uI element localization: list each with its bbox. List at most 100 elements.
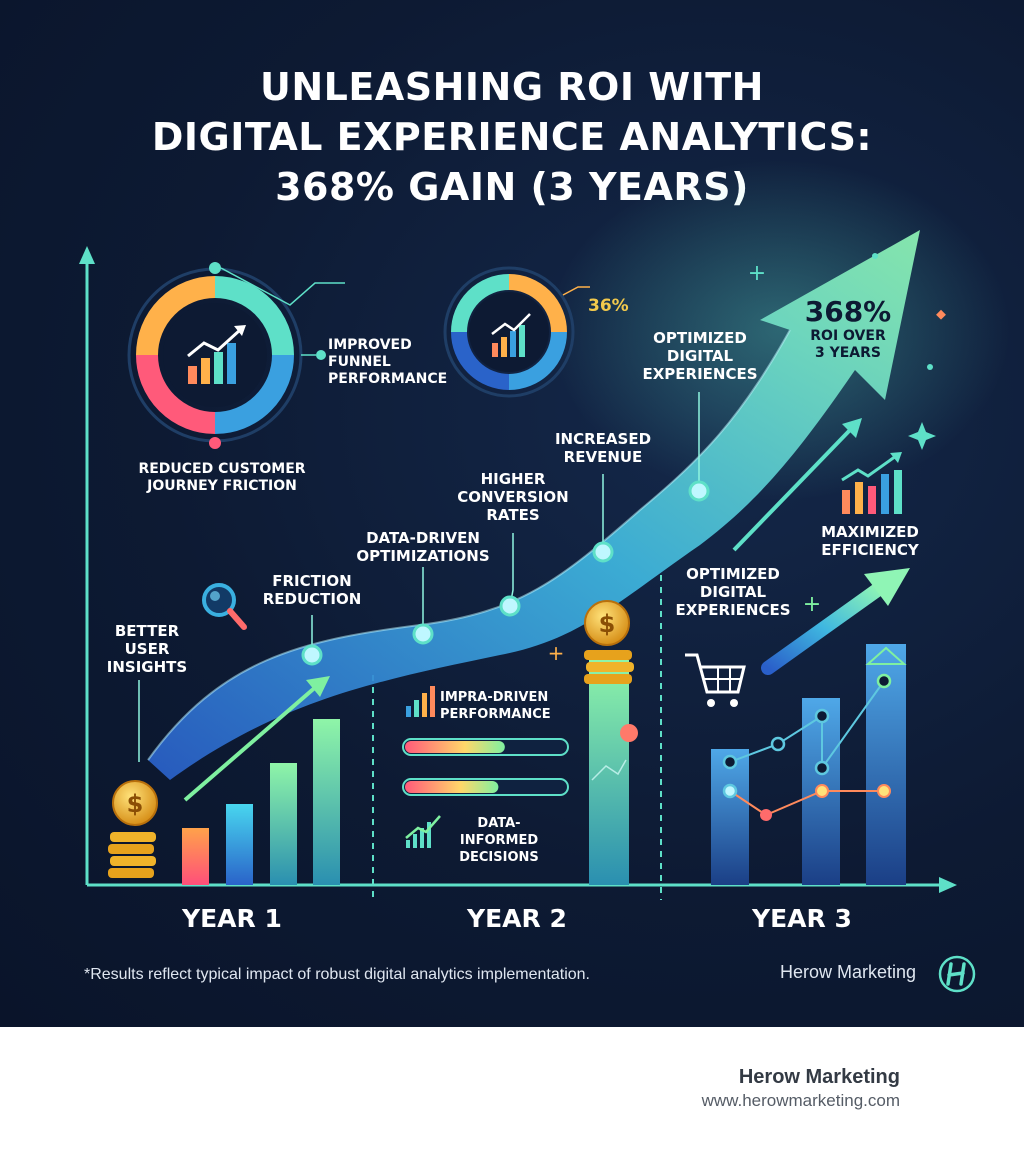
label-optimized-top: OPTIMIZED DIGITAL EXPERIENCES — [630, 329, 770, 383]
label-line: JOURNEY FRICTION — [147, 478, 297, 494]
infographic-artwork: $ — [79, 160, 1010, 900]
year3-point — [814, 760, 830, 776]
donut-large-connector — [220, 267, 345, 306]
title-line-2: DIGITAL EXPERIENCE ANALYTICS: — [151, 115, 873, 159]
label-line: HIGHER — [480, 470, 546, 488]
label-line: DECISIONS — [459, 850, 539, 865]
shopping-cart-icon — [685, 653, 746, 707]
footnote: *Results reflect typical impact of robus… — [84, 966, 590, 983]
label-line: INCREASED — [554, 430, 652, 448]
label-line: REVENUE — [563, 448, 643, 466]
year1-trend-line — [183, 683, 320, 802]
year3-point — [722, 754, 738, 770]
roi-badge: 368% ROI OVER 3 YEARS — [788, 296, 908, 362]
sparkles: + — [748, 253, 946, 450]
label-friction-reduction: FRICTION REDUCTION — [262, 572, 362, 608]
label-line: REDUCED CUSTOMER — [138, 461, 306, 477]
label-line: RATES — [486, 506, 540, 524]
year1-bar-3 — [270, 763, 297, 885]
y-axis-arrowhead — [79, 246, 95, 264]
year3-point — [770, 736, 786, 752]
donut-small-segment-4 — [451, 274, 510, 333]
sparkle-dot — [927, 364, 933, 370]
year3-line-2 — [729, 790, 884, 817]
label-line: BETTER — [114, 622, 180, 640]
infographic: UNLEASHING ROI WITH DIGITAL EXPERIENCE A… — [0, 0, 1024, 1027]
year3-growth-arrowhead — [864, 568, 910, 606]
connector-conversion — [509, 533, 514, 607]
donut-large-segment-4 — [136, 276, 216, 356]
year3-point — [722, 783, 738, 799]
donut-small-segment-2 — [508, 331, 567, 390]
label-line: DIGITAL — [699, 583, 767, 601]
footer-url[interactable]: www.herowmarketing.com — [701, 1091, 900, 1110]
label-data-driven: DATA-DRIVEN OPTIMIZATIONS — [353, 529, 493, 565]
year2-bar-sparkline — [591, 759, 627, 781]
node-optimized-experiences — [688, 480, 710, 502]
year2-tall-bar — [589, 660, 629, 885]
title-line-1: UNLEASHING ROI WITH — [260, 65, 764, 109]
year3-point — [876, 673, 892, 689]
milestone-nodes — [138, 392, 710, 762]
donut-large-segment-3 — [136, 354, 216, 434]
label-line: CONVERSION — [457, 488, 569, 506]
donut-small-segment-1 — [508, 274, 567, 333]
donut-small-connector — [562, 286, 590, 296]
label-line: REDUCTION — [262, 590, 362, 608]
label-better-insights: BETTER USER INSIGHTS — [104, 622, 190, 676]
growth-arrow-icon — [147, 230, 920, 780]
label-line: FUNNEL — [328, 354, 391, 370]
label-line: USER — [124, 640, 170, 658]
year1-bar-1 — [182, 828, 209, 885]
donut-small-segment-3 — [451, 331, 510, 390]
footer-brand-name: Herow Marketing — [738, 1066, 900, 1088]
label-line: PERFORMANCE — [440, 707, 551, 722]
magnifier-icon — [202, 583, 247, 630]
label-increased-revenue: INCREASED REVENUE — [543, 430, 663, 466]
year3-point — [760, 809, 772, 821]
progress-fill-2 — [405, 781, 499, 793]
label-line: PERFORMANCE — [328, 371, 448, 387]
roi-caption-line-1: ROI OVER — [810, 328, 886, 344]
label-line: EFFICIENCY — [821, 541, 919, 559]
label-line: INSIGHTS — [106, 658, 188, 676]
sparkle-diamond — [936, 309, 946, 320]
label-higher-conversion: HIGHER CONVERSION RATES — [453, 470, 573, 524]
bar-chart-icon — [406, 686, 435, 717]
label-line: DATA-DRIVEN — [366, 529, 480, 547]
funnel-connector-dot — [316, 350, 326, 360]
sparkle-plus-teal: + — [748, 261, 766, 286]
donut-chart-large — [127, 262, 345, 449]
label-optimized-year3: OPTIMIZED DIGITAL EXPERIENCES — [668, 565, 798, 619]
roi-caption: ROI OVER 3 YEARS — [788, 328, 908, 362]
svg-text:$: $ — [599, 610, 616, 638]
year3-bar-1 — [711, 749, 749, 885]
sparkle-star — [908, 422, 936, 450]
progress-fill-1 — [405, 741, 505, 753]
year2-group: $ + — [402, 600, 638, 885]
label-line: DATA-INFORMED — [459, 816, 539, 848]
node-increased-revenue — [592, 541, 614, 563]
label-maximized-efficiency: MAXIMIZED EFFICIENCY — [810, 523, 930, 559]
year2-red-dot — [620, 724, 638, 742]
growth-chart-icon — [405, 815, 441, 848]
node-friction-reduction — [301, 644, 323, 666]
year-label-2: YEAR 2 — [467, 904, 567, 933]
roi-caption-line-2: 3 YEARS — [814, 345, 881, 361]
donut-large-segment-1 — [214, 276, 294, 356]
sparkle-plus-orange: + — [548, 641, 565, 665]
brand-logo-icon — [938, 955, 976, 993]
node-higher-conversion — [499, 595, 521, 617]
year3-bar-3-cap — [865, 646, 907, 665]
year3-point — [814, 708, 830, 724]
donut-small-percent: 36% — [588, 296, 629, 316]
x-axis-arrowhead — [939, 877, 957, 893]
donut-large-segment-2 — [214, 354, 294, 434]
node-data-driven — [412, 623, 434, 645]
sparkle-plus-green: + — [803, 592, 821, 617]
year1-group: $ — [108, 583, 340, 885]
label-line: EXPERIENCES — [642, 365, 758, 383]
donut-large-bottom-dot — [209, 437, 221, 449]
label-line: OPTIMIZED — [653, 329, 747, 347]
label-reduced-friction: REDUCED CUSTOMER JOURNEY FRICTION — [122, 461, 322, 495]
